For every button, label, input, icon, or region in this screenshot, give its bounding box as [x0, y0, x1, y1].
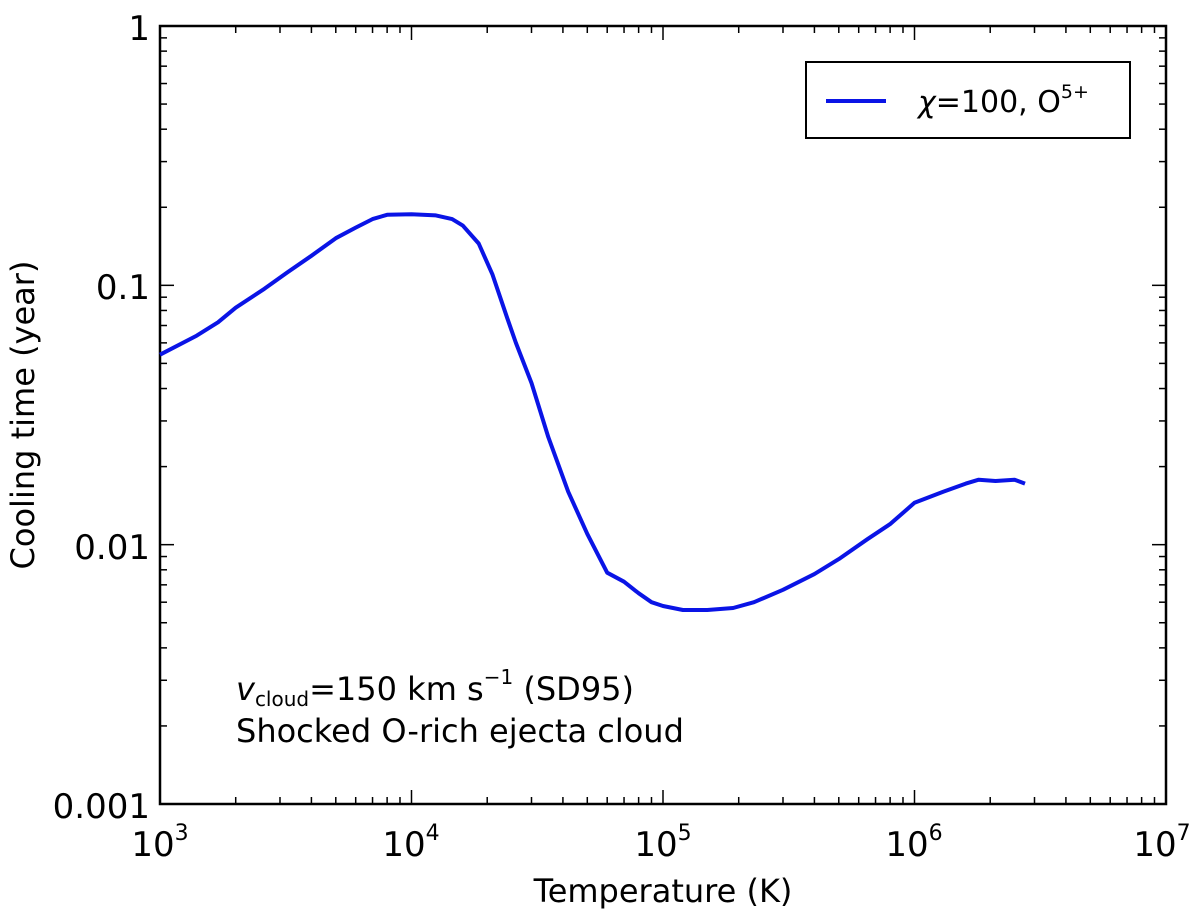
y-tick-label-0.01: 0.01 [74, 528, 150, 568]
legend-label: χ=100, O5+ [916, 81, 1089, 120]
y-tick-label-0.1: 0.1 [96, 268, 150, 308]
x-tick-label-1e3: 103 [131, 821, 188, 865]
tick-marks [159, 25, 1167, 805]
x-tick-label-1e5: 105 [634, 821, 691, 865]
annotation-velocity: vcloud=150 km s−1 (SD95) [236, 665, 634, 711]
annotation-description: Shocked O-rich ejecta cloud [236, 712, 684, 750]
x-axis-title: Temperature (K) [533, 872, 793, 910]
x-tick-label-1e7: 107 [1133, 821, 1190, 865]
y-tick-label-1: 1 [128, 9, 150, 49]
y-tick-label-0.001: 0.001 [53, 787, 150, 827]
plot-area [158, 24, 1168, 806]
x-tick-label-1e4: 104 [382, 821, 439, 865]
x-tick-label-1e6: 106 [885, 821, 942, 865]
legend: χ=100, O5+ [805, 61, 1131, 139]
y-axis-title: Cooling time (year) [4, 261, 42, 570]
series-line-cooling-time [159, 212, 1026, 612]
